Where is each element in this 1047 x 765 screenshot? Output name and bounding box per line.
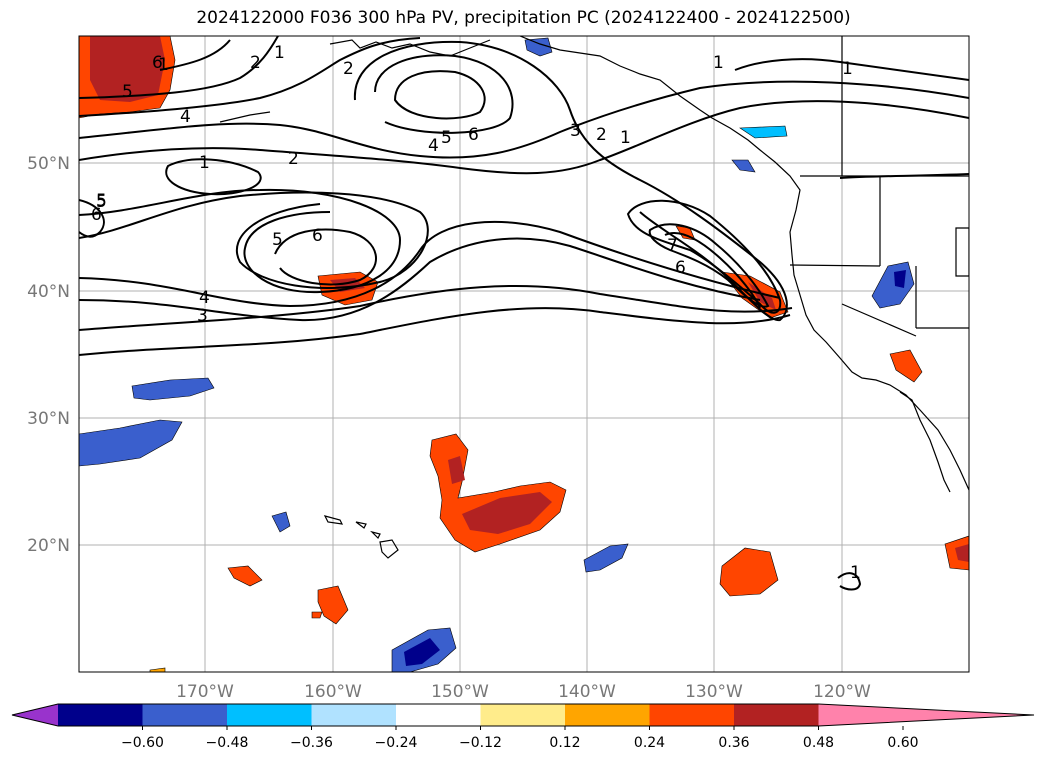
colorbar-tick-label: 0.36: [718, 735, 749, 751]
colorbar-tick-label: 0.24: [634, 735, 665, 751]
longitude-labels: 170°W 160°W 150°W 140°W 130°W 120°W: [176, 682, 871, 702]
svg-text:1: 1: [620, 128, 631, 148]
svg-text:4: 4: [199, 288, 210, 308]
colorbar-tick-label: −0.60: [121, 735, 164, 751]
svg-text:1: 1: [713, 53, 724, 73]
svg-text:7: 7: [667, 236, 678, 256]
colorbar-segment: [227, 704, 312, 726]
colorbar-tick-label: −0.48: [206, 735, 249, 751]
svg-text:4: 4: [180, 107, 191, 127]
svg-text:3: 3: [197, 306, 208, 326]
lon-label: 170°W: [176, 682, 234, 702]
map-title: 2024122000 F036 300 hPa PV, precipitatio…: [196, 8, 851, 28]
svg-text:3: 3: [570, 121, 581, 141]
precip-shading: [79, 36, 969, 672]
svg-text:1: 1: [158, 55, 169, 75]
svg-text:6: 6: [468, 125, 479, 145]
colorbar-tick-label: 0.48: [803, 735, 834, 751]
lon-label: 140°W: [558, 682, 616, 702]
colorbar-tick-label: −0.24: [375, 735, 418, 751]
gridlines: [79, 36, 969, 672]
svg-text:2: 2: [596, 125, 607, 145]
colorbar-segment: [734, 704, 819, 726]
coastlines: [219, 36, 969, 559]
svg-text:4: 4: [428, 136, 439, 156]
colorbar-segment: [649, 704, 735, 726]
colorbar-tick-label: 0.60: [887, 735, 918, 751]
colorbar-segment: [311, 704, 397, 726]
lat-label: 30°N: [27, 409, 70, 429]
svg-text:6: 6: [675, 258, 686, 278]
colorbar-tick-label: −0.12: [459, 735, 502, 751]
svg-text:6: 6: [312, 226, 323, 246]
lat-label: 50°N: [27, 154, 70, 174]
lon-label: 120°W: [813, 682, 871, 702]
svg-text:2: 2: [250, 53, 261, 73]
colorbar-segment: [565, 704, 650, 726]
colorbar-extend-low: [12, 704, 58, 726]
colorbar-extend-high: [818, 704, 1034, 726]
colorbar: −0.60 −0.48 −0.36 −0.24 −0.12 0.12 0.24 0.36 0.4…: [11, 703, 1035, 751]
lat-label: 20°N: [27, 536, 70, 556]
latitude-labels: 50°N 40°N 30°N 20°N: [27, 154, 70, 556]
contour-labels: 1 2 2 1 4 5 6 5 1 2 4 5 6 3 2 1 1 5 6 5 …: [91, 43, 861, 583]
colorbar-segment: [480, 704, 566, 726]
svg-text:5: 5: [122, 82, 133, 102]
svg-text:6: 6: [152, 53, 163, 73]
colorbar-tick-label: 0.12: [549, 735, 580, 751]
svg-text:5: 5: [441, 128, 452, 148]
colorbar-segment: [396, 704, 481, 726]
svg-text:2: 2: [288, 149, 299, 169]
svg-text:5: 5: [272, 230, 283, 250]
lat-label: 40°N: [27, 282, 70, 302]
pv-contours: [79, 36, 969, 591]
colorbar-segment: [142, 704, 228, 726]
lon-label: 130°W: [685, 682, 743, 702]
svg-text:1: 1: [850, 563, 861, 583]
svg-text:5: 5: [96, 192, 107, 212]
colorbar-tick-label: −0.36: [290, 735, 333, 751]
map-frame: [78, 35, 970, 673]
lon-label: 160°W: [304, 682, 362, 702]
svg-text:1: 1: [199, 153, 210, 173]
svg-text:1: 1: [274, 43, 285, 63]
svg-text:5: 5: [96, 191, 107, 211]
colorbar-segment: [58, 704, 143, 726]
svg-text:2: 2: [343, 59, 354, 79]
svg-text:1: 1: [842, 59, 853, 79]
svg-text:6: 6: [91, 205, 102, 225]
lon-label: 150°W: [431, 682, 489, 702]
